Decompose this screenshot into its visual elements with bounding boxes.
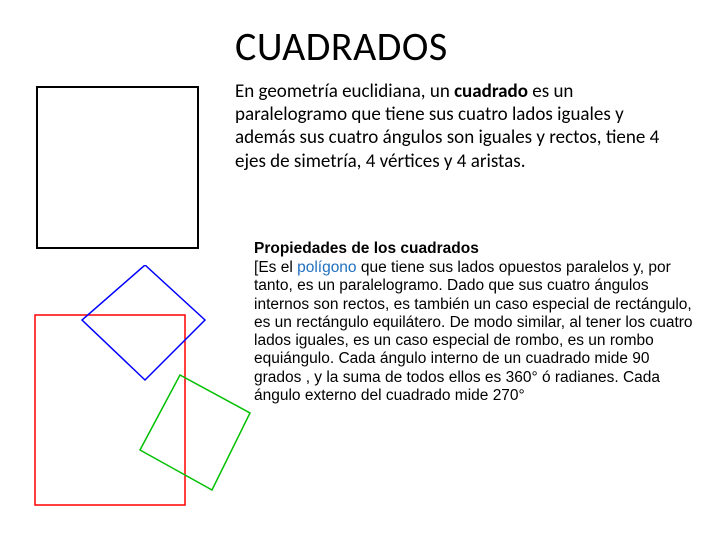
red-square: [35, 315, 185, 505]
intro-pre: En geometría euclidiana, un: [235, 80, 454, 103]
intro-paragraph: En geometría euclidiana, un cuadrado es …: [235, 80, 685, 173]
intro-bold: cuadrado: [454, 80, 528, 103]
diagram-svg: [10, 265, 255, 515]
page-title: CUADRADOS: [235, 22, 448, 71]
black-square: [36, 86, 199, 249]
green-diamond: [140, 375, 250, 490]
properties-poligono-link[interactable]: polígono: [297, 259, 356, 276]
properties-body: [Es el polígono que tiene sus lados opue…: [254, 259, 694, 405]
properties-heading: Propiedades de los cuadrados: [254, 240, 479, 258]
properties-post: que tiene sus lados opuestos paralelos y…: [254, 259, 693, 404]
properties-pre: Es el: [258, 259, 297, 276]
colored-squares-diagram: [10, 265, 255, 515]
blue-diamond: [82, 265, 205, 380]
